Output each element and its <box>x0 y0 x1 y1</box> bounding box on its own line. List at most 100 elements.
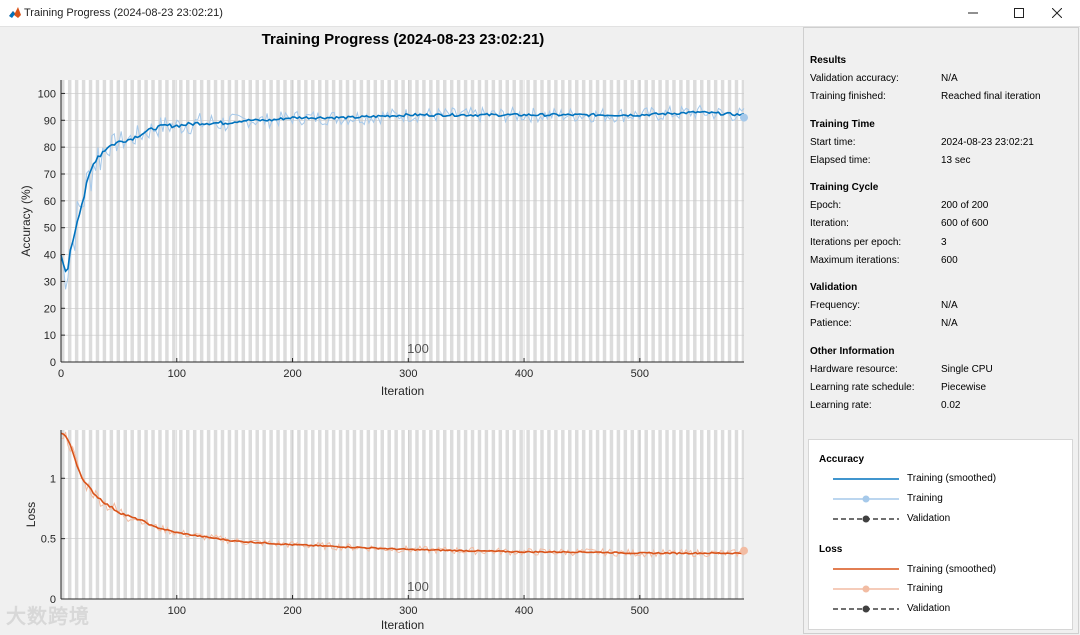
accuracy-epoch-band <box>345 80 350 362</box>
accuracy-epoch-band <box>436 80 440 362</box>
loss-epoch-band <box>151 430 155 599</box>
loss-epoch-band <box>102 430 107 599</box>
loss-epoch-band <box>345 430 350 599</box>
accuracy-epoch-band <box>693 80 697 362</box>
accuracy-epoch-band <box>665 80 669 362</box>
iteration-label: Iteration: <box>810 218 849 229</box>
loss-epoch-band <box>554 430 558 599</box>
accuracy-epoch-band <box>720 80 725 362</box>
loss-epoch-band <box>213 430 218 599</box>
loss-smoothed-line <box>60 432 745 555</box>
accuracy-epoch-band <box>706 80 711 362</box>
loss-epoch-band <box>519 430 523 599</box>
loss-epoch-band <box>199 430 204 599</box>
accuracy-epoch-band <box>123 80 127 362</box>
loss-epoch-band <box>311 430 315 599</box>
loss-epoch-band <box>477 430 482 599</box>
accuracy-epoch-band <box>595 80 600 362</box>
accuracy-epoch-band <box>262 80 266 362</box>
accuracy-y-tick-label: 30 <box>44 276 56 288</box>
loss-epoch-band <box>734 430 739 599</box>
loss-epoch-band <box>526 430 530 599</box>
accuracy-epoch-band <box>491 80 496 362</box>
loss-epoch-band <box>637 430 641 599</box>
loss-epoch-band <box>422 430 426 599</box>
legend-accuracy-training-label: Training <box>907 493 943 504</box>
accuracy-epoch-band <box>547 80 551 362</box>
accuracy-epoch-band <box>484 80 489 362</box>
hardware-resource-value: Single CPU <box>941 364 993 375</box>
accuracy-epoch-band <box>130 80 134 362</box>
accuracy-epoch-band <box>95 80 100 362</box>
loss-epoch-band <box>359 430 364 599</box>
accuracy-y-tick-label: 70 <box>44 169 56 181</box>
loss-epoch-band <box>220 430 225 599</box>
elapsed-time-value: 13 sec <box>941 155 971 166</box>
accuracy-epoch-band <box>630 80 635 362</box>
accuracy-epoch-band <box>415 80 419 362</box>
accuracy-epoch-band <box>679 80 683 362</box>
frequency-value: N/A <box>941 300 958 311</box>
validation-accuracy-label: Validation accuracy: <box>810 73 899 84</box>
accuracy-epoch-band <box>241 80 246 362</box>
legend-loss-smoothed-line <box>833 568 899 570</box>
accuracy-y-tick-label: 80 <box>44 142 56 154</box>
accuracy-epoch-band <box>727 80 732 362</box>
close-button[interactable] <box>1034 0 1080 26</box>
loss-epoch-label: 100 <box>407 579 429 594</box>
accuracy-epoch-band <box>602 80 607 362</box>
loss-epoch-band <box>269 430 273 599</box>
loss-epoch-band <box>498 430 503 599</box>
loss-epoch-band <box>665 430 669 599</box>
accuracy-epoch-band <box>394 80 398 362</box>
accuracy-epoch-band <box>151 80 155 362</box>
accuracy-epoch-band <box>213 80 218 362</box>
accuracy-epoch-band <box>429 80 433 362</box>
accuracy-epoch-band <box>283 80 287 362</box>
accuracy-epoch-band <box>561 80 565 362</box>
title-bar: Training Progress (2024-08-23 23:02:21) <box>0 0 1080 27</box>
loss-epoch-band <box>67 430 72 599</box>
maximize-button[interactable] <box>996 0 1042 26</box>
accuracy-epoch-band <box>540 80 544 362</box>
loss-epoch-band <box>436 430 440 599</box>
accuracy-epoch-band <box>102 80 107 362</box>
minimize-button[interactable] <box>950 0 996 26</box>
accuracy-epoch-band <box>220 80 225 362</box>
loss-epoch-band <box>109 430 114 599</box>
loss-epoch-band <box>144 430 148 599</box>
patience-value: N/A <box>941 318 958 329</box>
accuracy-epoch-band <box>165 80 169 362</box>
accuracy-epoch-band <box>401 80 405 362</box>
accuracy-epoch-band <box>408 80 412 362</box>
accuracy-epoch-band <box>734 80 739 362</box>
loss-epoch-band <box>116 430 121 599</box>
loss-epoch-band <box>588 430 593 599</box>
legend: Accuracy Training (smoothed) Training Va… <box>808 439 1073 630</box>
accuracy-epoch-band <box>234 80 239 362</box>
learning-rate-schedule-value: Piecewise <box>941 382 987 393</box>
accuracy-y-tick-label: 100 <box>38 88 56 100</box>
loss-epoch-band <box>88 430 93 599</box>
loss-epoch-band <box>241 430 246 599</box>
loss-y-tick-label: 0 <box>50 594 56 606</box>
loss-epoch-band <box>95 430 100 599</box>
accuracy-epoch-band <box>359 80 364 362</box>
loss-epoch-band <box>547 430 551 599</box>
accuracy-epoch-band <box>269 80 273 362</box>
learning-rate-schedule-label: Learning rate schedule: <box>810 382 915 393</box>
legend-loss-training-marker <box>833 585 899 593</box>
validation-accuracy-value: N/A <box>941 73 958 84</box>
loss-epoch-band <box>540 430 544 599</box>
loss-epoch-band <box>512 430 516 599</box>
loss-y-axis-label: Loss <box>24 502 38 527</box>
accuracy-y-tick-label: 60 <box>44 196 56 208</box>
accuracy-epoch-band <box>297 80 301 362</box>
accuracy-epoch-band <box>137 80 141 362</box>
legend-loss-heading: Loss <box>819 544 843 555</box>
loss-epoch-band <box>401 430 405 599</box>
accuracy-smoothed-line <box>60 110 745 273</box>
accuracy-epoch-band <box>304 80 308 362</box>
loss-epoch-band <box>568 430 572 599</box>
